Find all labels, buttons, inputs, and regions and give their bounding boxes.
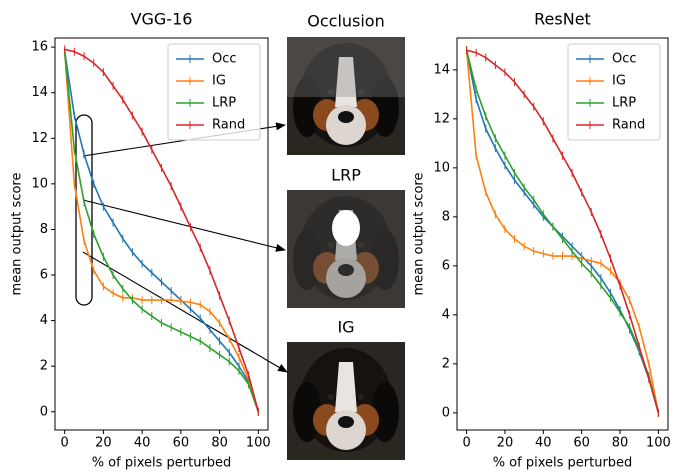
legend-label: Rand xyxy=(612,118,645,133)
x-tick-label: 80 xyxy=(612,436,629,451)
legend-box xyxy=(567,43,661,141)
chart-title: VGG-16 xyxy=(131,10,193,29)
legend-label: LRP xyxy=(612,96,636,111)
highlight-box xyxy=(75,114,93,306)
lrp-image xyxy=(287,190,405,308)
x-axis-label: % of pixels perturbed xyxy=(92,456,232,471)
ig-image xyxy=(287,342,405,460)
y-tick-label: 6 xyxy=(40,268,48,283)
x-tick-label: 40 xyxy=(535,436,552,451)
x-axis-label: % of pixels perturbed xyxy=(493,456,633,471)
y-tick-label: 14 xyxy=(31,85,48,100)
y-tick-label: 12 xyxy=(31,131,48,146)
x-tick-label: 40 xyxy=(134,436,151,451)
image-title: LRP xyxy=(331,166,361,185)
legend-label: IG xyxy=(212,74,226,89)
y-tick-label: 14 xyxy=(433,62,450,77)
y-tick-label: 2 xyxy=(442,356,450,371)
y-tick-label: 0 xyxy=(40,404,48,419)
x-tick-label: 60 xyxy=(573,436,590,451)
occlusion-image xyxy=(287,37,405,155)
x-tick-label: 0 xyxy=(61,436,69,451)
legend-box xyxy=(167,43,261,141)
legend-label: IG xyxy=(612,74,626,89)
y-tick-label: 16 xyxy=(31,40,48,55)
legend-label: Rand xyxy=(212,118,245,133)
arrow xyxy=(82,199,286,252)
chart: 0 20 40 60 80 100 0 2 4 6 8 10 12 14 16 VGG-16 % of pixe… xyxy=(10,10,271,471)
image-title: IG xyxy=(337,318,354,337)
y-axis-label: mean output score xyxy=(10,173,25,296)
arrow xyxy=(82,251,288,373)
x-tick-label: 100 xyxy=(646,436,671,451)
y-tick-label: 8 xyxy=(40,222,48,237)
chart-title: ResNet xyxy=(534,10,591,29)
legend-label: Occ xyxy=(612,52,637,67)
x-tick-label: 60 xyxy=(173,436,190,451)
image-title: Occlusion xyxy=(307,12,384,31)
annotation xyxy=(75,114,288,373)
y-tick-label: 4 xyxy=(442,307,450,322)
y-tick-label: 10 xyxy=(433,160,450,175)
image-panels: Occlusion LRP IG xyxy=(287,12,405,460)
y-tick-label: 4 xyxy=(40,313,48,328)
x-tick-label: 80 xyxy=(211,436,228,451)
y-tick-label: 10 xyxy=(31,176,48,191)
plot-frame xyxy=(456,37,669,431)
y-axis-label: mean output score xyxy=(412,173,427,296)
y-tick-label: 6 xyxy=(442,258,450,273)
chart: 0 20 40 60 80 100 0 2 4 6 8 10 12 14 ResNet % of pixels… xyxy=(412,10,671,471)
x-tick-label: 0 xyxy=(462,436,470,451)
plot-frame xyxy=(54,37,269,431)
x-tick-label: 20 xyxy=(497,436,514,451)
x-tick-label: 20 xyxy=(95,436,112,451)
y-tick-label: 8 xyxy=(442,209,450,224)
x-tick-label: 100 xyxy=(246,436,271,451)
legend-label: Occ xyxy=(212,52,237,67)
legend-label: LRP xyxy=(212,96,236,111)
y-tick-label: 0 xyxy=(442,405,450,420)
y-tick-label: 12 xyxy=(433,111,450,126)
y-tick-label: 2 xyxy=(40,359,48,374)
